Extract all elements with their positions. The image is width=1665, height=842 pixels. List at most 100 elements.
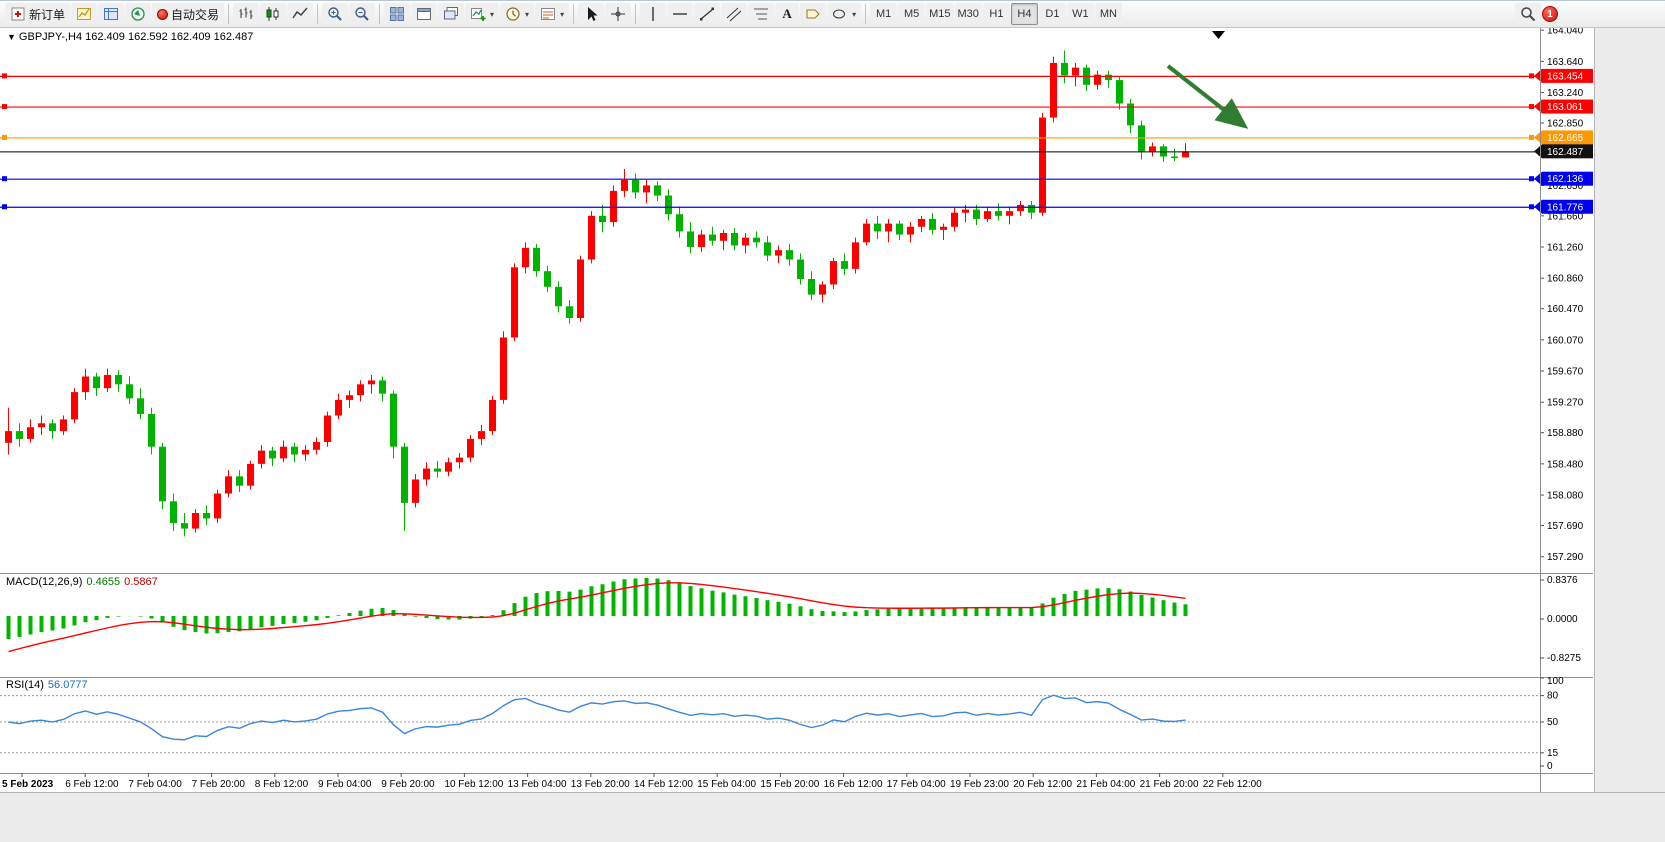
macd-indicator-label: MACD(12,26,9) 0.4655 0.5867 [6, 576, 158, 588]
svg-text:163.640: 163.640 [1547, 57, 1584, 68]
new-window-button[interactable] [411, 3, 438, 25]
dropdown-caret-icon: ▾ [490, 9, 495, 19]
new-order-button[interactable]: 新订单 [5, 3, 71, 25]
crosshair-icon [611, 7, 626, 21]
label-tool-button[interactable] [800, 3, 827, 25]
periods-clock-icon [506, 7, 520, 21]
trendline-tool-button[interactable] [694, 3, 721, 25]
fibonacci-tool-button[interactable] [748, 3, 775, 25]
price-badge: 162.487 [1534, 144, 1593, 159]
horizontal-line-tool-button[interactable] [667, 3, 694, 25]
price-badge: 162.136 [1534, 171, 1593, 186]
svg-text:160.070: 160.070 [1547, 335, 1584, 346]
channel-tool-button[interactable] [721, 3, 748, 25]
zoom-out-button[interactable] [349, 3, 376, 25]
navigator-button[interactable] [125, 3, 152, 25]
svg-text:157.690: 157.690 [1547, 521, 1584, 532]
svg-text:80: 80 [1547, 691, 1559, 702]
svg-text:6 Feb 12:00: 6 Feb 12:00 [65, 779, 119, 790]
notification-badge[interactable]: 1 [1542, 6, 1558, 22]
svg-text:16 Feb 12:00: 16 Feb 12:00 [824, 779, 883, 790]
cursor-tool-button[interactable] [578, 3, 605, 25]
price-badge: 162.665 [1534, 130, 1593, 145]
crosshair-tool-button[interactable] [605, 3, 632, 25]
price-badge: 163.454 [1534, 68, 1593, 83]
chart-shift-marker [1212, 31, 1225, 39]
cascade-windows-button[interactable] [438, 3, 465, 25]
svg-text:164.040: 164.040 [1547, 28, 1584, 37]
data-window-button[interactable] [98, 3, 125, 25]
new-window-icon [417, 8, 432, 20]
timeframe-h4-button[interactable]: H4 [1010, 3, 1038, 25]
toolbar-separator [379, 4, 381, 24]
search-icon [1521, 7, 1536, 22]
macd-main-value: 0.4655 [86, 576, 121, 588]
toolbar-separator [573, 4, 575, 24]
svg-text:19 Feb 23:00: 19 Feb 23:00 [950, 779, 1009, 790]
timeframe-mn-button[interactable]: MN [1094, 3, 1122, 25]
horizontal-line[interactable] [0, 204, 1540, 210]
horizontal-line-icon [673, 13, 688, 15]
tile-windows-button[interactable] [384, 3, 411, 25]
timeframe-m5-button[interactable]: M5 [898, 3, 926, 25]
shapes-icon [833, 9, 846, 19]
svg-text:161.260: 161.260 [1547, 243, 1584, 254]
timeframe-w1-button[interactable]: W1 [1066, 3, 1094, 25]
line-chart-button[interactable] [287, 3, 314, 25]
periods-button[interactable]: ▾ [500, 3, 535, 25]
svg-text:163.454: 163.454 [1547, 71, 1584, 82]
chart-canvas[interactable]: 164.040163.640163.240162.850162.450162.0… [0, 28, 1665, 792]
shapes-tool-button[interactable]: ▾ [827, 3, 862, 25]
chart-area: 164.040163.640163.240162.850162.450162.0… [0, 28, 1665, 792]
auto-trading-label: 自动交易 [171, 7, 220, 22]
svg-text:17 Feb 04:00: 17 Feb 04:00 [887, 779, 946, 790]
search-button[interactable] [1515, 3, 1541, 25]
horizontal-line[interactable] [0, 104, 1540, 110]
text-tool-button[interactable]: A [775, 3, 800, 25]
vertical-line-tool-button[interactable] [640, 3, 667, 25]
zoom-in-icon [328, 7, 342, 21]
toolbar: 新订单 自动交易 [0, 1, 1665, 28]
zoom-in-button[interactable] [322, 3, 349, 25]
toolbar-separator [228, 4, 230, 24]
horizontal-line[interactable] [0, 73, 1540, 79]
svg-text:21 Feb 20:00: 21 Feb 20:00 [1140, 779, 1199, 790]
svg-text:0.8376: 0.8376 [1547, 575, 1578, 586]
svg-text:5 Feb 2023: 5 Feb 2023 [2, 779, 54, 790]
svg-text:160.470: 160.470 [1547, 304, 1584, 315]
price-scale[interactable]: 164.040163.640163.240162.850162.450162.0… [1540, 28, 1584, 563]
timeframe-h1-button[interactable]: H1 [982, 3, 1010, 25]
indicators-button[interactable]: ▾ [465, 3, 500, 25]
svg-text:163.061: 163.061 [1547, 102, 1584, 113]
timeframe-m30-button[interactable]: M30 [954, 3, 982, 25]
zoom-out-icon [355, 7, 369, 21]
new-order-icon [11, 7, 25, 21]
svg-text:159.670: 159.670 [1547, 367, 1584, 378]
candlestick-chart-icon [266, 7, 279, 21]
market-watch-button[interactable] [71, 3, 98, 25]
annotation-arrow[interactable] [1166, 64, 1249, 129]
svg-text:22 Feb 12:00: 22 Feb 12:00 [1203, 779, 1262, 790]
symbol-dropdown-icon[interactable]: ▼ [7, 32, 16, 42]
horizontal-line[interactable] [0, 134, 1540, 140]
timeframe-d1-button[interactable]: D1 [1038, 3, 1066, 25]
timeframe-m1-button[interactable]: M1 [870, 3, 898, 25]
svg-text:161.660: 161.660 [1547, 211, 1584, 222]
symbol-ohlc-text: GBPJPY-,H4 162.409 162.592 162.409 162.4… [18, 31, 254, 43]
time-axis[interactable]: 5 Feb 2023 6 Feb 12:00 7 Feb 04:00 7 Feb 20… [2, 773, 1262, 790]
symbol-label: ▼ GBPJPY-,H4 162.409 162.592 162.409 162.… [7, 31, 253, 43]
svg-text:9 Feb 20:00: 9 Feb 20:00 [381, 779, 435, 790]
timeframe-m15-button[interactable]: M15 [926, 3, 954, 25]
svg-text:21 Feb 04:00: 21 Feb 04:00 [1076, 779, 1135, 790]
macd-histogram [6, 578, 1188, 640]
svg-text:0: 0 [1547, 761, 1553, 772]
candlestick-chart-button[interactable] [260, 3, 287, 25]
toolbar-separator [865, 4, 867, 24]
bar-chart-button[interactable] [233, 3, 260, 25]
macd-signal-value: 0.5867 [124, 576, 158, 588]
templates-button[interactable]: ▾ [535, 3, 570, 25]
auto-trading-button[interactable]: 自动交易 [152, 3, 225, 25]
horizontal-line[interactable] [0, 176, 1540, 182]
svg-text:15: 15 [1547, 748, 1559, 759]
